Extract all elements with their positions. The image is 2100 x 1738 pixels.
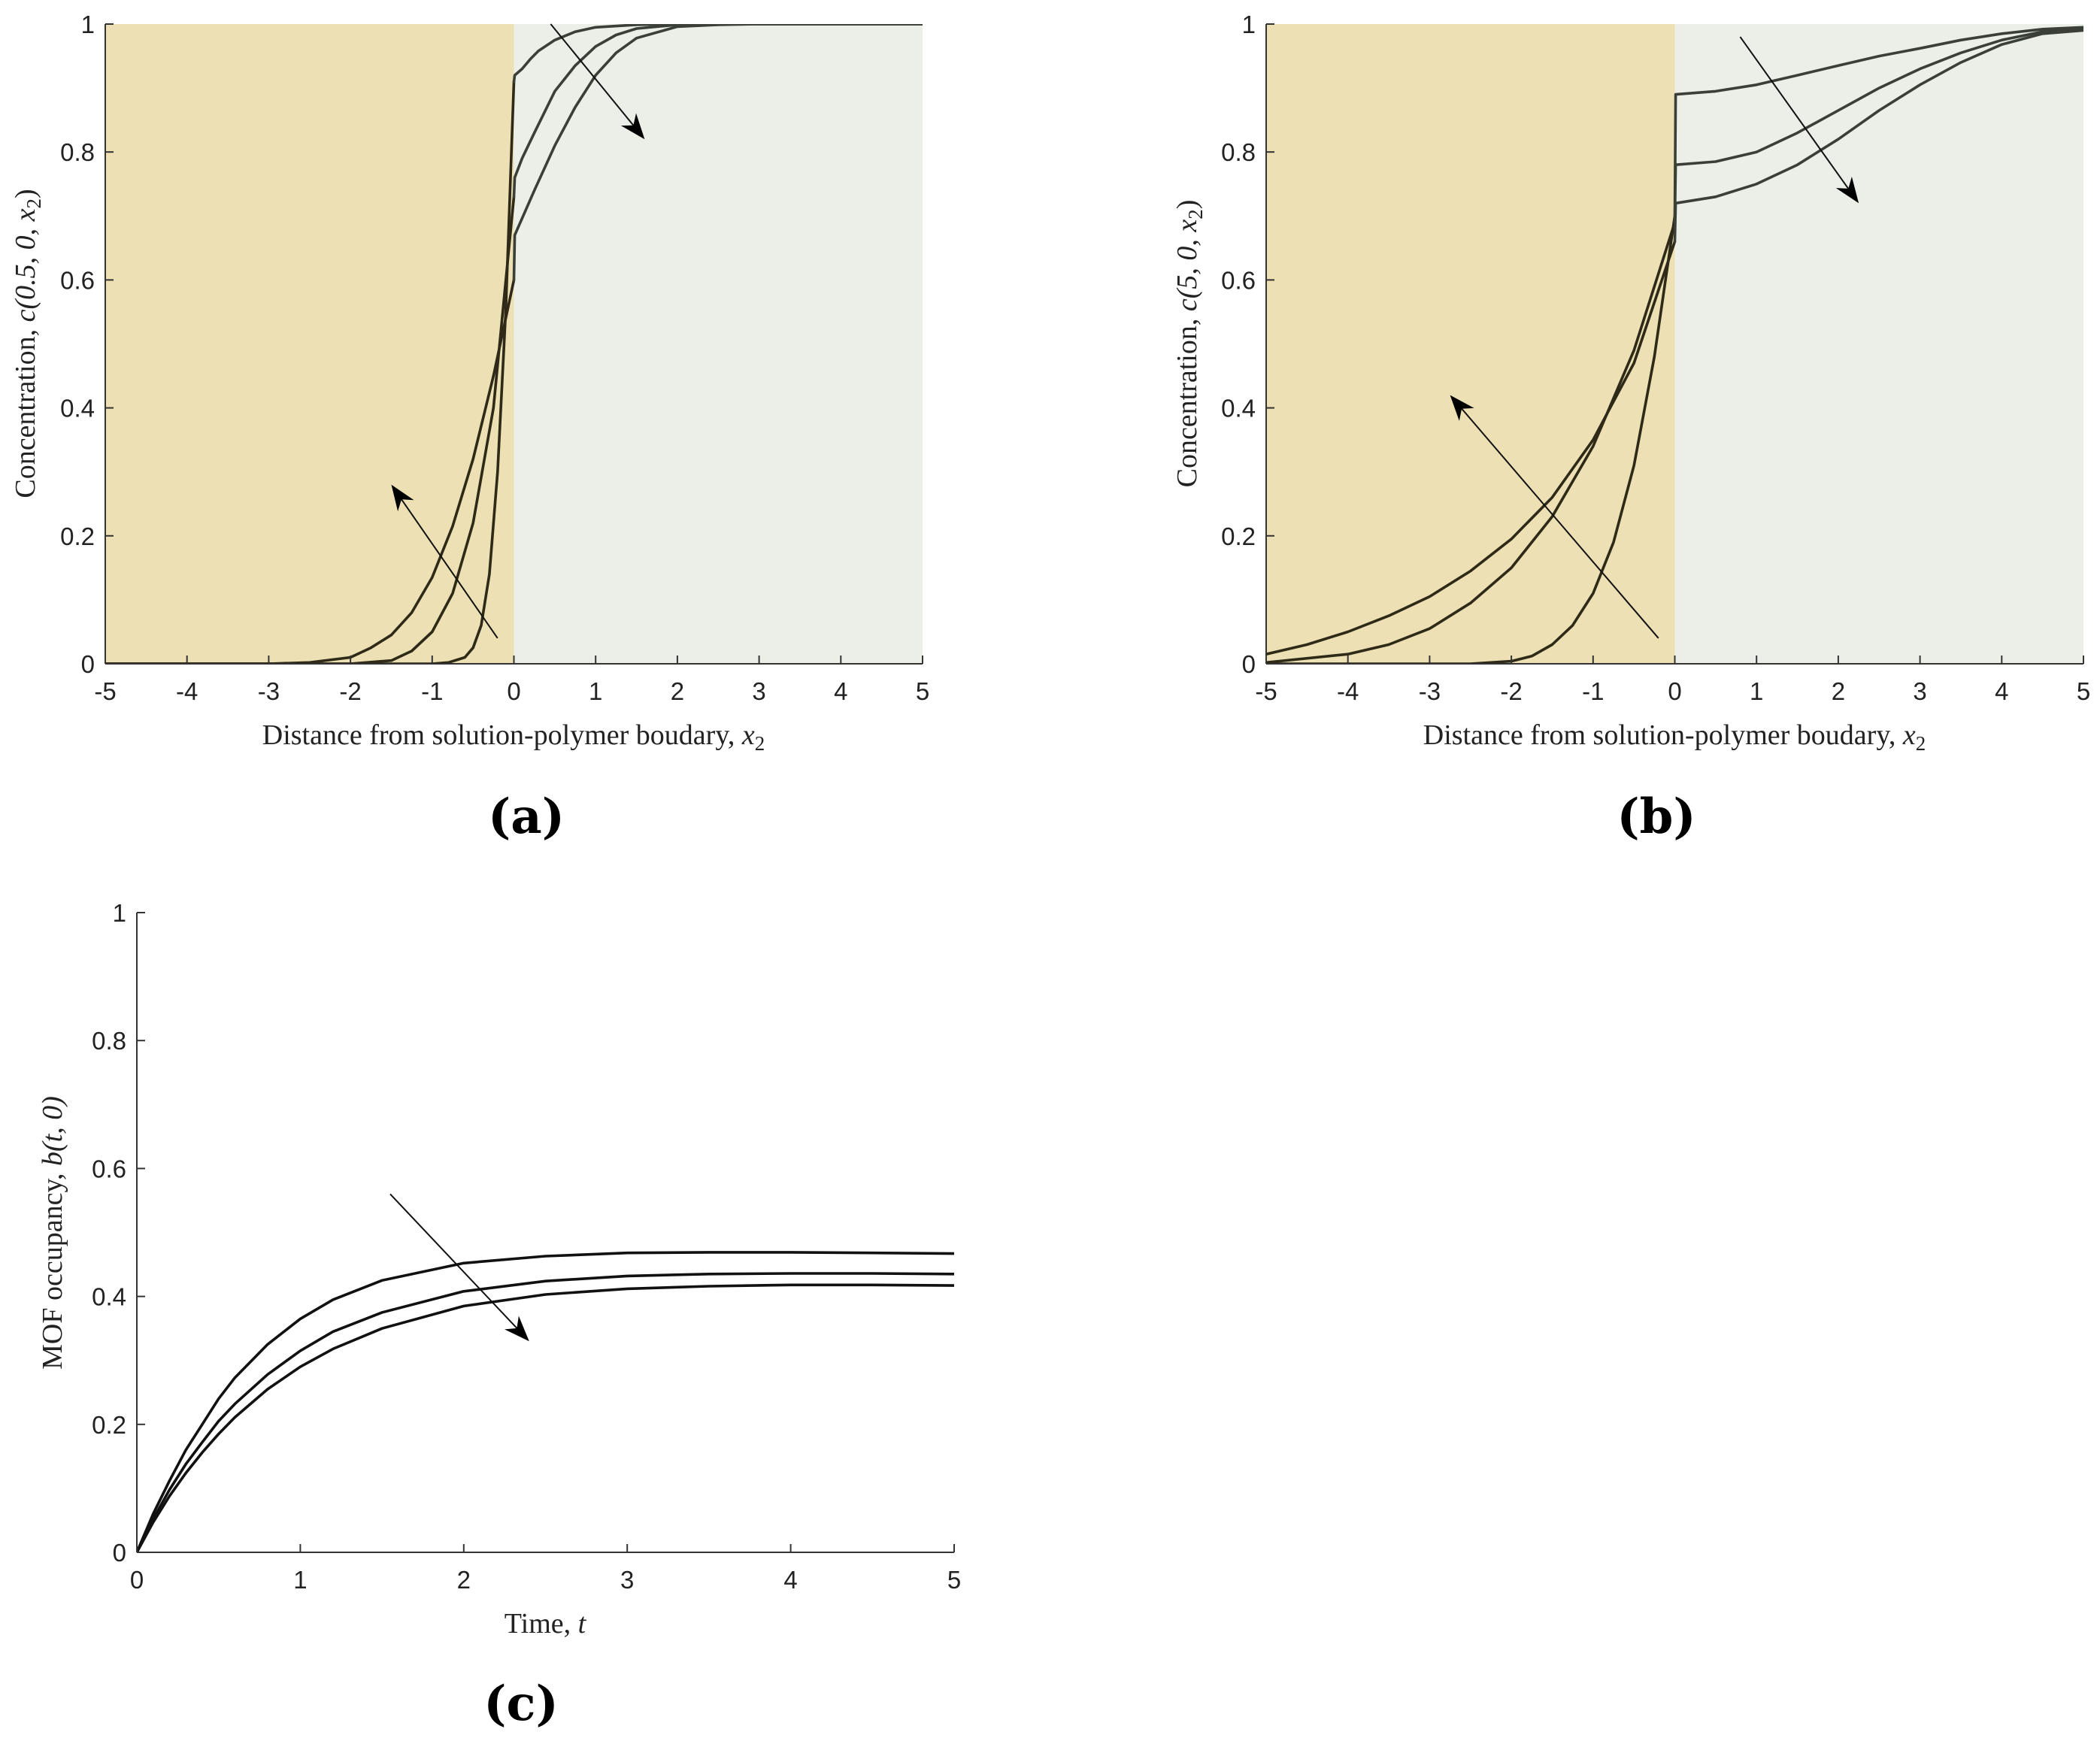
series-1-solution-curve-a	[512, 24, 923, 83]
series-2-curve-c	[137, 1272, 954, 1552]
polymer-region-b	[1266, 24, 1675, 664]
x-tick-label-c: 0	[130, 1566, 144, 1594]
x-axis-label-a: Distance from solution-polymer boudary, …	[262, 719, 765, 755]
series-3-polymer-curve-b	[1266, 240, 1677, 656]
series-1-polymer-curve-b	[1266, 214, 1677, 664]
x-tick-label-c: 2	[457, 1566, 471, 1594]
panel-b: -5 -4 -3 -2 -1 0 1 2 3 4 5 0 0.2 0.4 0.6 0.8 1 Distance …	[1171, 11, 2090, 845]
y-tick-label-b: 0.2	[1221, 522, 1256, 550]
series-2-solution-curve-a	[512, 24, 923, 198]
series-1-curve-c	[137, 1251, 954, 1552]
y-tick-label-b: 1	[1242, 11, 1256, 38]
polymer-region-a	[105, 24, 514, 664]
x-tick-label-a: -3	[258, 677, 280, 705]
y-axis-label-c: MOF occupancy, b(t, 0)	[37, 1096, 68, 1370]
x-tick-label-b: 3	[1913, 677, 1926, 705]
x-tick-label-a: 1	[589, 677, 602, 705]
region-layer-b	[1266, 24, 2083, 664]
y-tick-label-a: 1	[81, 11, 95, 38]
x-tick-label-b: -1	[1582, 677, 1604, 705]
x-tick-label-c: 3	[620, 1566, 634, 1594]
arrow-layer-a	[391, 23, 645, 639]
x-tick-label-a: -4	[176, 677, 198, 705]
y-tick-label-b: 0.6	[1221, 266, 1256, 294]
trend-arrow-2-head-a	[391, 484, 414, 512]
x-tick-label-a: 5	[916, 677, 929, 705]
x-tick-label-b: -2	[1500, 677, 1522, 705]
solution-region-b	[1674, 24, 2083, 664]
axis-layer-b: -5 -4 -3 -2 -1 0 1 2 3 4 5 0 0.2 0.4 0.6 0.8 1	[1221, 11, 2090, 705]
series-3-curve-c	[137, 1283, 954, 1552]
y-axis-label-a: Concentration, c(0.5, 0, x2)	[10, 189, 45, 498]
x-tick-label-b: 2	[1832, 677, 1845, 705]
y-tick-label-b: 0	[1242, 650, 1256, 678]
curve-layer-b	[1266, 26, 2083, 664]
trend-arrow-1-shaft-b	[1739, 36, 1850, 189]
x-tick-label-a: 3	[752, 677, 765, 705]
series-3-solution-curve-b	[1673, 29, 2083, 244]
trend-arrow-1-head-c	[505, 1316, 529, 1342]
x-tick-label-a: -5	[94, 677, 116, 705]
x-tick-label-b: -4	[1337, 677, 1359, 705]
y-tick-label-c: 0	[113, 1539, 126, 1567]
x-tick-label-c: 5	[947, 1566, 961, 1594]
axis-layer-c: 0 1 2 3 4 5 0 0.2 0.4 0.6 0.8 1	[92, 899, 961, 1594]
x-tick-label-b: -3	[1419, 677, 1441, 705]
region-layer-a	[105, 24, 923, 664]
x-tick-label-b: -5	[1255, 677, 1277, 705]
y-tick-label-a: 0	[81, 650, 95, 678]
x-tick-label-b: 5	[2077, 677, 2090, 705]
y-tick-label-b: 0.4	[1221, 395, 1256, 422]
series-3-solution-curve-a	[512, 24, 923, 282]
arrow-layer-b	[1450, 36, 1859, 639]
axis-layer-a: -5 -4 -3 -2 -1 0 1 2 3 4 5 0 0.2 0.4 0.6 0.8 1	[60, 11, 929, 705]
x-tick-label-c: 4	[783, 1566, 797, 1594]
y-tick-label-a: 0.6	[60, 266, 95, 294]
curve-layer-c	[137, 1251, 954, 1552]
y-tick-label-b: 0.8	[1221, 138, 1256, 166]
y-tick-label-a: 0.2	[60, 522, 95, 550]
x-tick-label-a: 2	[671, 677, 684, 705]
x-tick-label-b: 1	[1750, 677, 1763, 705]
series-3-polymer-curve-a	[105, 278, 516, 664]
panel-label-c: (c)	[483, 1676, 559, 1732]
x-tick-label-a: -1	[421, 677, 443, 705]
x-tick-label-a: -2	[339, 677, 361, 705]
y-tick-label-a: 0.4	[60, 395, 95, 422]
y-tick-label-c: 0.8	[92, 1027, 126, 1055]
panel-label-b: (b)	[1617, 789, 1695, 845]
trend-arrow-2-head-b	[1450, 395, 1474, 421]
series-2-solution-curve-b	[1673, 27, 2083, 224]
x-axis-label-c: Time, t	[505, 1608, 587, 1640]
x-axis-label-b: Distance from solution-polymer boudary, …	[1423, 719, 1926, 755]
panel-label-a: (a)	[488, 789, 565, 845]
x-tick-label-a: 4	[834, 677, 847, 705]
series-2-polymer-curve-b	[1266, 221, 1677, 664]
y-tick-label-c: 1	[113, 899, 126, 927]
series-2-polymer-curve-a	[105, 195, 516, 664]
x-tick-label-b: 4	[1995, 677, 2008, 705]
x-tick-label-a: 0	[507, 677, 520, 705]
trend-arrow-2-shaft-b	[1461, 407, 1659, 639]
trend-arrow-1-shaft-a	[550, 23, 635, 126]
trend-arrow-1-shaft-c	[389, 1193, 518, 1329]
trend-arrow-1-head-b	[1835, 177, 1859, 204]
trend-arrow-2-shaft-a	[401, 498, 498, 639]
x-tick-label-c: 1	[293, 1566, 307, 1594]
panel-a: -5 -4 -3 -2 -1 0 1 2 3 4 5 0 0.2 0.4 0.6 0.8 1 Distance …	[10, 11, 929, 845]
trend-arrow-1-head-a	[620, 113, 645, 140]
y-tick-label-c: 0.6	[92, 1155, 126, 1182]
y-tick-label-a: 0.8	[60, 138, 95, 166]
y-axis-label-b: Concentration, c(5, 0, x2)	[1171, 200, 1207, 488]
y-tick-label-c: 0.4	[92, 1283, 126, 1311]
panel-c: 0 1 2 3 4 5 0 0.2 0.4 0.6 0.8 1 Time, t MOF occupan…	[37, 899, 961, 1732]
x-tick-label-b: 0	[1668, 677, 1681, 705]
y-tick-label-c: 0.2	[92, 1411, 126, 1439]
series-1-solution-curve-b	[1673, 26, 2083, 218]
arrow-layer-c	[389, 1193, 529, 1342]
curve-layer-a	[105, 24, 923, 664]
solution-region-a	[514, 24, 923, 664]
series-1-polymer-curve-a	[105, 80, 516, 664]
